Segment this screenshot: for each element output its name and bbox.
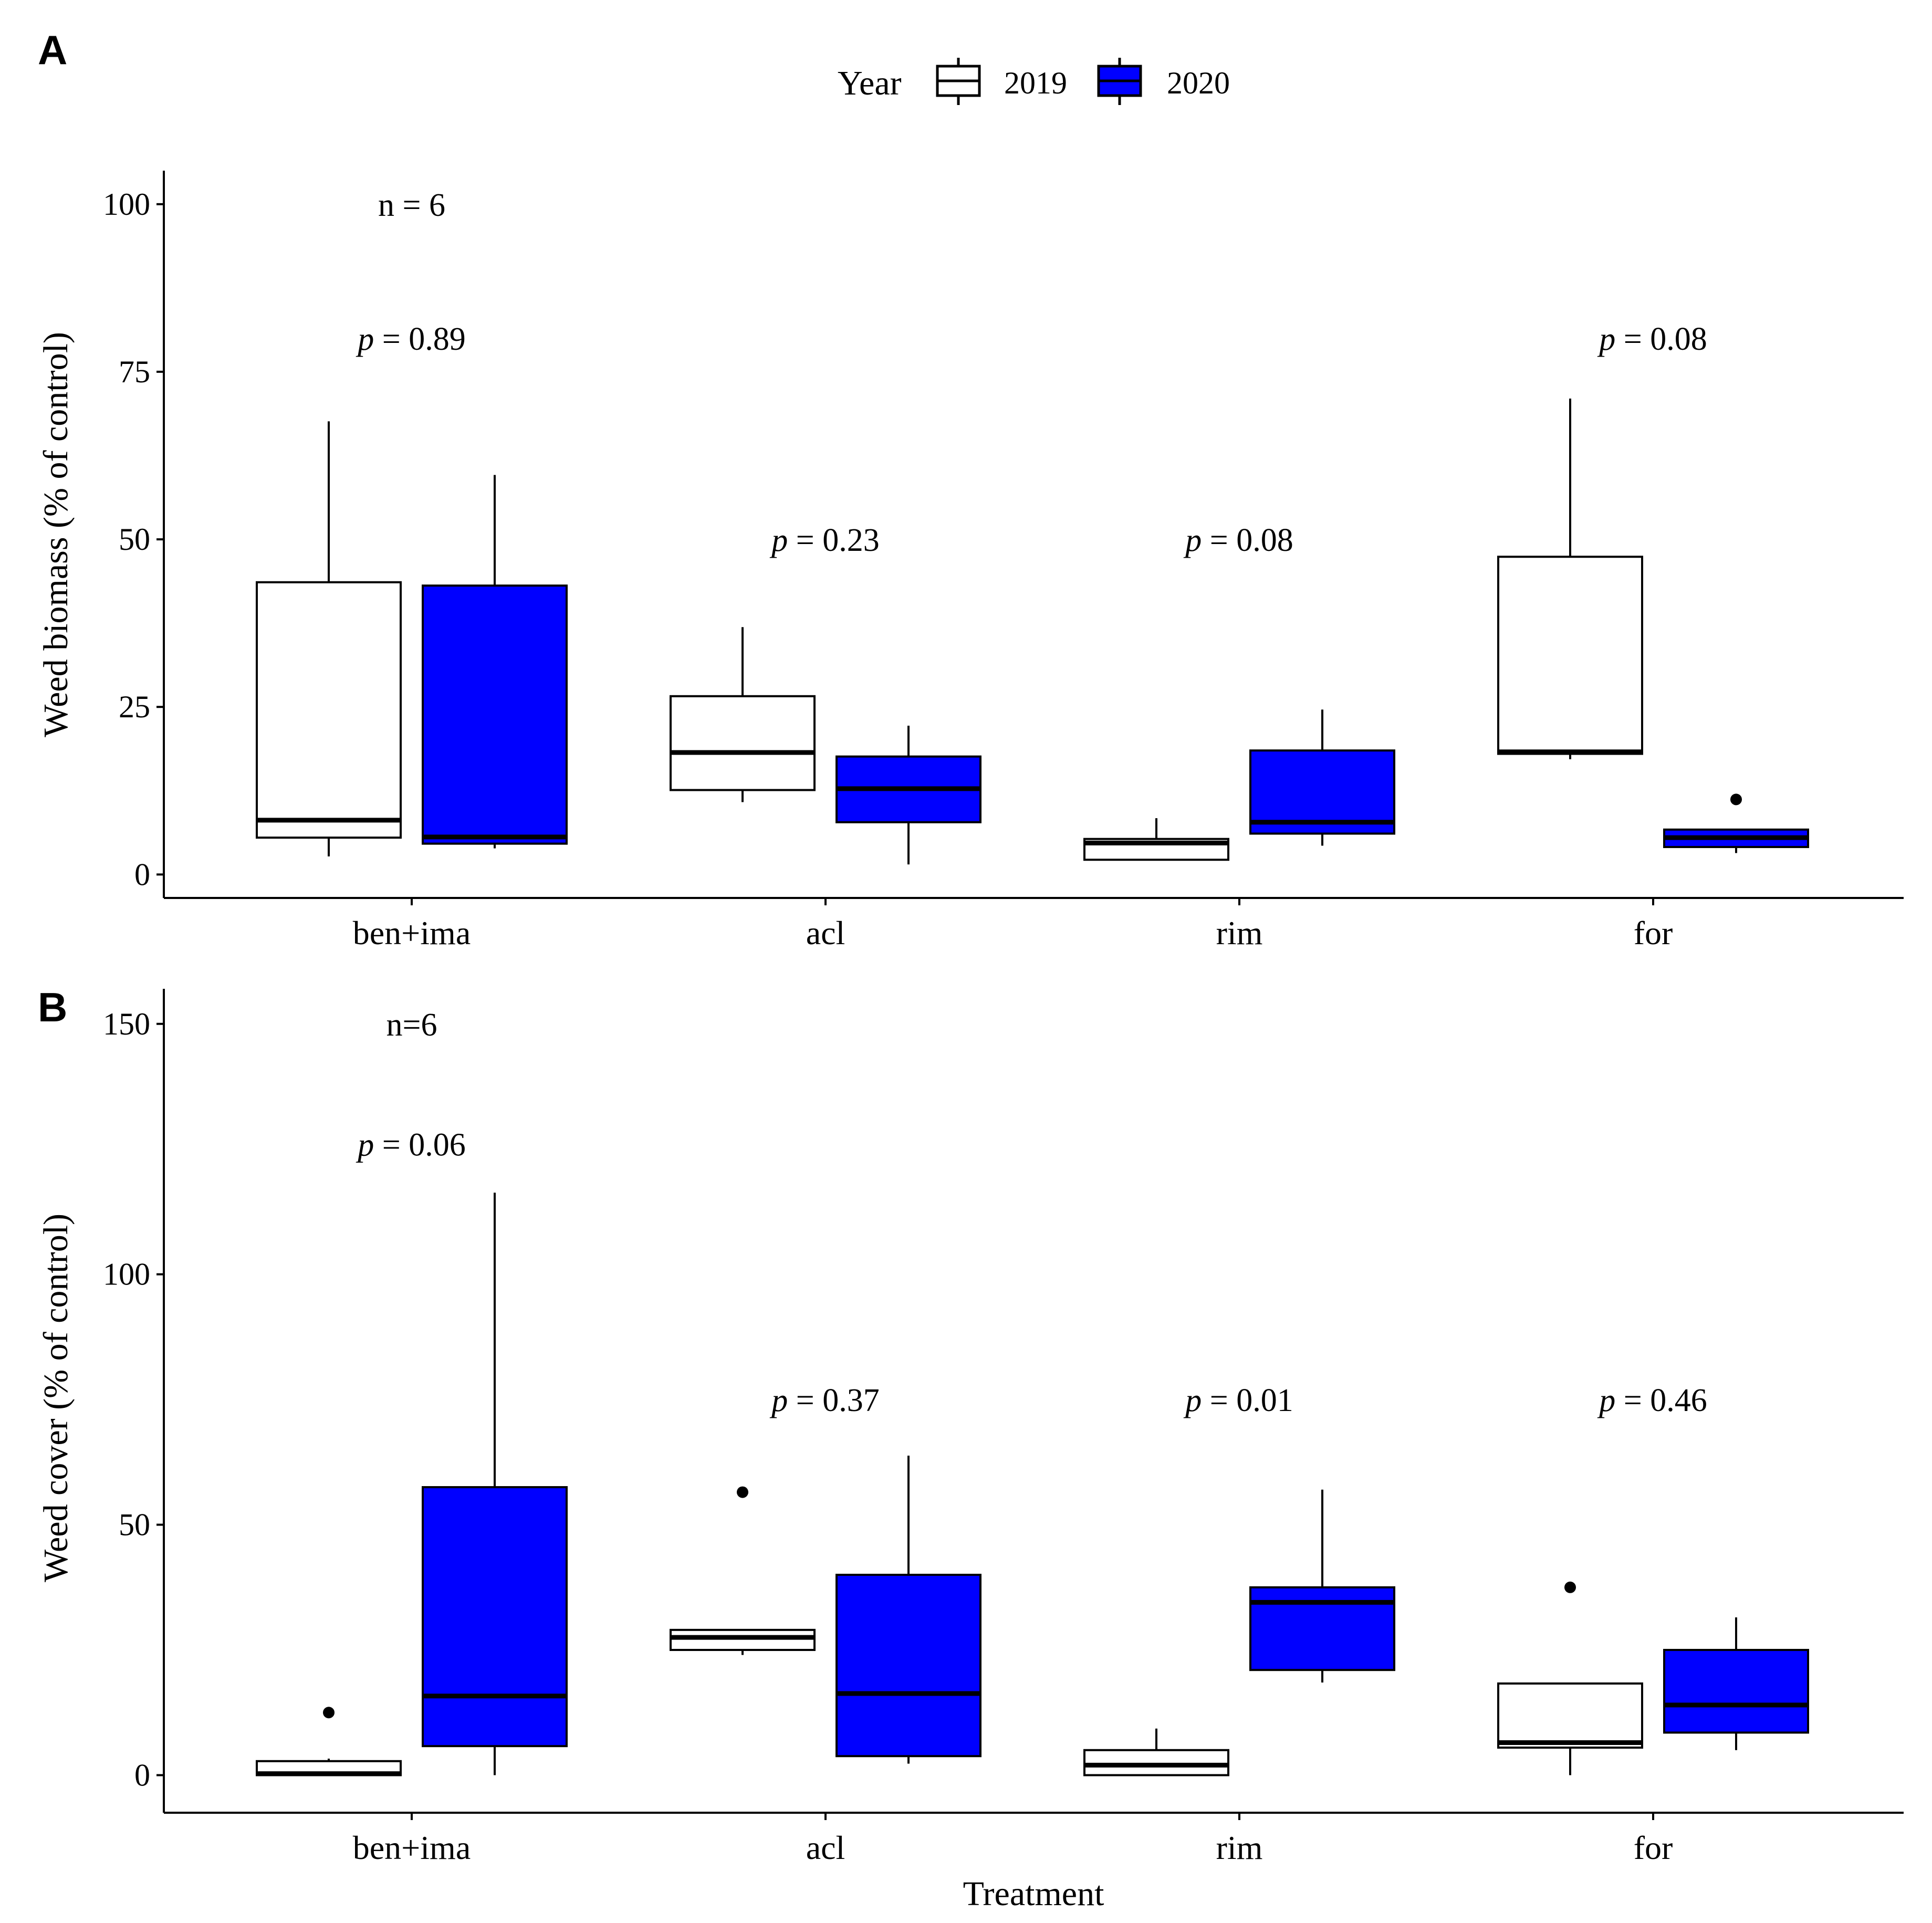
box-2019-acl xyxy=(670,1486,816,1655)
x-tick-label: acl xyxy=(806,1829,845,1866)
box-body xyxy=(670,1628,816,1652)
p-value-text: = 0.37 xyxy=(788,1383,879,1418)
x-axis-title: Treatment xyxy=(963,1875,1104,1913)
y-tick-label: 50 xyxy=(119,1508,150,1542)
box-2019-rim xyxy=(1083,1728,1229,1776)
y-axis-title-a: Weed biomass (% of control) xyxy=(37,332,75,737)
annotations-b: n=6p = 0.06p = 0.37 p = 0.01 p = 0.46 xyxy=(356,1007,1707,1418)
box-2020-ben+ima xyxy=(422,475,568,849)
p-value-label: p = 0.08 xyxy=(1597,321,1707,357)
box-body xyxy=(1497,1682,1643,1749)
legend-label-2019: 2019 xyxy=(1004,66,1067,100)
y-tick-label: 0 xyxy=(134,1758,150,1792)
p-value-text: = 0.01 xyxy=(1202,1383,1293,1418)
x-tick-label: for xyxy=(1634,1829,1673,1866)
box-body xyxy=(422,1486,568,1748)
y-tick-label: 75 xyxy=(119,354,150,389)
legend-title: Year xyxy=(838,64,902,102)
legend: Year 2019 2020 xyxy=(838,58,1230,105)
box-2019-rim xyxy=(1083,818,1229,861)
outlier-point xyxy=(1564,1581,1576,1593)
panel-letter-a: A xyxy=(38,27,67,73)
box-body xyxy=(836,1573,981,1758)
p-value-label: p = 0.37 xyxy=(769,1383,879,1418)
box-2020-rim xyxy=(1249,709,1395,846)
y-tick-label: 50 xyxy=(119,522,150,557)
p-value-text: = 0.89 xyxy=(374,321,465,357)
x-tick-label: ben+ima xyxy=(353,914,471,952)
annotations-a: n = 6p = 0.89p = 0.23 p = 0.08p = 0.08 xyxy=(356,187,1707,558)
box-2020-acl xyxy=(836,1455,981,1764)
p-value-label: p = 0.06 xyxy=(356,1127,465,1163)
p-value-text: = 0.46 xyxy=(1615,1383,1707,1418)
x-tick-label: acl xyxy=(806,914,845,952)
y-axis-title-b: Weed cover (% of control) xyxy=(37,1214,75,1582)
p-value-label: p = 0.89 xyxy=(356,321,465,357)
legend-key-2020 xyxy=(1097,58,1142,105)
box-2019-ben+ima xyxy=(256,1707,402,1776)
p-value-text: = 0.08 xyxy=(1202,522,1293,558)
box-body xyxy=(1249,1586,1395,1671)
axes-a: 0 25 50 75 100 ben+ima acl rim for xyxy=(103,171,1904,952)
box-2020-for xyxy=(1663,1617,1809,1750)
box-2020-rim xyxy=(1249,1489,1395,1683)
x-tick-label: rim xyxy=(1216,1829,1263,1866)
outlier-point xyxy=(323,1707,335,1719)
n-annotation: n = 6 xyxy=(378,187,445,223)
p-value-text: = 0.23 xyxy=(788,522,879,558)
box-2020-ben+ima xyxy=(422,1193,568,1775)
p-value-label: p = 0.01 xyxy=(1183,1383,1293,1418)
p-value-label: p = 0.08 xyxy=(1183,522,1293,558)
y-tick-label: 100 xyxy=(103,1257,150,1292)
p-value-text: = 0.08 xyxy=(1615,321,1707,357)
legend-key-2019 xyxy=(936,58,981,105)
box-body xyxy=(256,581,402,839)
axes-b: 0 50 100 150 ben+ima acl rim for xyxy=(103,989,1904,1866)
box-body xyxy=(1249,749,1395,835)
p-symbol: p xyxy=(1183,522,1202,558)
p-value-text: = 0.06 xyxy=(374,1127,465,1163)
box-2020-for xyxy=(1663,793,1809,853)
y-tick-label: 0 xyxy=(134,857,150,892)
box-2019-for xyxy=(1497,1581,1643,1775)
boxes-b xyxy=(256,1193,1809,1776)
panel-a: A Weed biomass (% of control) 0 25 50 75 100… xyxy=(37,27,1904,952)
p-symbol: p xyxy=(769,522,788,558)
p-symbol: p xyxy=(356,321,374,357)
box-2020-acl xyxy=(836,725,981,865)
box-body xyxy=(422,584,568,845)
panel-b: B Weed cover (% of control) 0 50 100 150 ben… xyxy=(37,984,1904,1866)
x-tick-label: for xyxy=(1634,914,1673,952)
p-value-label: p = 0.23 xyxy=(769,522,879,558)
p-symbol: p xyxy=(1183,1383,1202,1418)
y-tick-label: 100 xyxy=(103,187,150,222)
box-2019-acl xyxy=(670,627,816,802)
box-2019-ben+ima xyxy=(256,421,402,856)
box-body xyxy=(1083,1749,1229,1776)
outlier-point xyxy=(1730,793,1742,806)
x-tick-label: ben+ima xyxy=(353,1829,471,1866)
box-body xyxy=(670,695,816,791)
p-symbol: p xyxy=(356,1127,374,1163)
x-tick-label: rim xyxy=(1216,914,1263,952)
p-value-label: p = 0.46 xyxy=(1597,1383,1707,1418)
legend-label-2020: 2020 xyxy=(1167,66,1230,100)
panel-letter-b: B xyxy=(38,984,67,1030)
boxes-a xyxy=(256,399,1809,865)
box-body xyxy=(1663,1649,1809,1734)
n-annotation: n=6 xyxy=(387,1007,437,1043)
p-symbol: p xyxy=(1597,1383,1615,1418)
box-2019-for xyxy=(1497,399,1643,759)
y-tick-label: 25 xyxy=(119,689,150,724)
p-symbol: p xyxy=(1597,321,1615,357)
outlier-point xyxy=(737,1486,748,1498)
box-body xyxy=(1497,556,1643,755)
y-tick-label: 150 xyxy=(103,1007,150,1041)
p-symbol: p xyxy=(769,1383,788,1418)
